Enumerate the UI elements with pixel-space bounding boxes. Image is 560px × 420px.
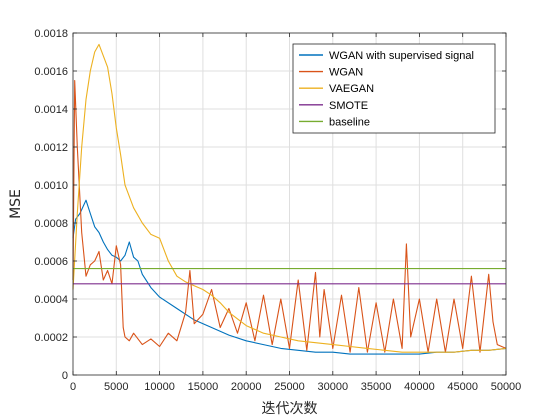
- legend-label-smote: SMOTE: [329, 100, 368, 112]
- legend: WGAN with supervised signal WGAN VAEGAN SMO…: [292, 43, 496, 134]
- legend-label-wgan: WGAN: [329, 67, 363, 79]
- y-tick-label: 0.0002: [34, 332, 68, 344]
- x-axis-label: 迭代次数: [262, 401, 318, 417]
- legend-label-wgan-with-supervised-signal: WGAN with supervised signal: [329, 50, 474, 62]
- y-axis-label: MSE: [8, 189, 24, 219]
- x-tick-label: 15000: [188, 381, 219, 393]
- y-tick-label: 0.0004: [34, 294, 68, 306]
- x-tick-label: 45000: [447, 381, 478, 393]
- x-tick-label: 30000: [318, 381, 349, 393]
- x-tick-label: 10000: [144, 381, 175, 393]
- series-line-wgan-with-supervised-signal: [72, 199, 507, 355]
- series-line-vaegan: [72, 43, 507, 353]
- y-tick-label: 0.0010: [34, 180, 68, 192]
- series-line-wgan: [72, 79, 507, 353]
- y-tick-label: 0.0016: [34, 66, 68, 78]
- y-tick-label: 0.0014: [34, 104, 68, 116]
- y-tick-label: 0.0008: [34, 218, 68, 230]
- legend-label-vaegan: VAEGAN: [329, 83, 374, 95]
- legend-label-baseline: baseline: [329, 116, 370, 128]
- tick-labels: 0 5000 10000 15000 20000 25000 30000 35000 40000…: [34, 28, 521, 393]
- y-tick-label: 0.0018: [34, 28, 68, 40]
- legend-box: [292, 43, 496, 134]
- x-tick-label: 0: [70, 381, 76, 393]
- x-tick-label: 50000: [491, 381, 522, 393]
- y-tick-label: 0.0012: [34, 142, 68, 154]
- y-tick-label: 0.0006: [34, 256, 68, 268]
- x-tick-label: 20000: [231, 381, 262, 393]
- x-tick-label: 40000: [404, 381, 435, 393]
- x-tick-label: 25000: [274, 381, 305, 393]
- x-tick-label: 5000: [104, 381, 128, 393]
- axes: [72, 32, 507, 376]
- x-tick-label: 35000: [361, 381, 392, 393]
- series-group: [72, 43, 507, 355]
- y-tick-label: 0: [62, 370, 68, 382]
